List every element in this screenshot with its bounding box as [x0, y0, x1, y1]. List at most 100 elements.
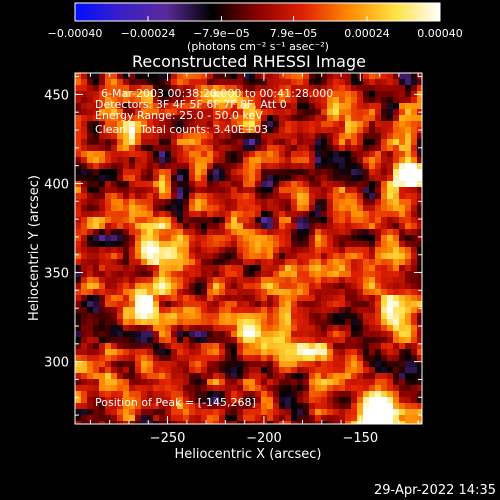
heatmap-cell — [351, 415, 357, 421]
heatmap-cell — [213, 361, 219, 367]
heatmap-cell — [105, 355, 111, 361]
heatmap-cell — [135, 277, 141, 283]
heatmap-cell — [249, 199, 255, 205]
heatmap-cell — [363, 337, 369, 343]
heatmap-cell — [273, 385, 279, 391]
heatmap-cell — [105, 253, 111, 259]
heatmap-cell — [219, 307, 225, 313]
heatmap-cell — [351, 97, 357, 103]
heatmap-cell — [387, 415, 393, 421]
heatmap-cell — [297, 91, 303, 97]
heatmap-cell — [75, 121, 81, 127]
heatmap-cell — [285, 349, 291, 355]
heatmap-cell — [213, 235, 219, 241]
heatmap-cell — [219, 277, 225, 283]
heatmap-cell — [225, 199, 231, 205]
heatmap-cell — [213, 187, 219, 193]
heatmap-cell — [231, 229, 237, 235]
heatmap-cell — [327, 229, 333, 235]
heatmap-cell — [333, 139, 339, 145]
heatmap-cell — [123, 415, 129, 421]
heatmap-cell — [357, 301, 363, 307]
heatmap-cell — [183, 343, 189, 349]
heatmap-cell — [117, 133, 123, 139]
heatmap-cell — [213, 385, 219, 391]
heatmap-cell — [393, 85, 399, 91]
heatmap-cell — [261, 235, 267, 241]
heatmap-cell — [141, 271, 147, 277]
heatmap-cell — [375, 391, 381, 397]
heatmap-cell — [297, 133, 303, 139]
heatmap-cell — [207, 403, 213, 409]
heatmap-cell — [183, 235, 189, 241]
heatmap-cell — [207, 307, 213, 313]
heatmap-cell — [291, 187, 297, 193]
heatmap-cell — [381, 235, 387, 241]
heatmap-cell — [93, 109, 99, 115]
heatmap-cell — [171, 397, 177, 403]
heatmap-cell — [81, 223, 87, 229]
heatmap-cell — [387, 337, 393, 343]
heatmap-cell — [267, 193, 273, 199]
heatmap-cell — [285, 289, 291, 295]
heatmap-cell — [195, 121, 201, 127]
heatmap-cell — [393, 115, 399, 121]
heatmap-cell — [231, 121, 237, 127]
heatmap-cell — [339, 409, 345, 415]
heatmap-cell — [201, 91, 207, 97]
heatmap-cell — [171, 241, 177, 247]
heatmap-cell — [165, 409, 171, 415]
heatmap-cell — [309, 157, 315, 163]
heatmap-cell — [99, 79, 105, 85]
heatmap-cell — [153, 313, 159, 319]
heatmap-cell — [129, 283, 135, 289]
heatmap-cell — [345, 325, 351, 331]
heatmap-cell — [381, 211, 387, 217]
heatmap-cell — [249, 157, 255, 163]
heatmap-cell — [177, 337, 183, 343]
heatmap-cell — [147, 319, 153, 325]
heatmap-cell — [279, 259, 285, 265]
heatmap-cell — [165, 109, 171, 115]
heatmap-cell — [213, 205, 219, 211]
heatmap-cell — [111, 253, 117, 259]
heatmap-cell — [171, 199, 177, 205]
heatmap-cell — [213, 127, 219, 133]
heatmap-cell — [285, 367, 291, 373]
heatmap-cell — [291, 103, 297, 109]
heatmap-cell — [393, 199, 399, 205]
heatmap-cell — [315, 127, 321, 133]
heatmap-cell — [405, 157, 411, 163]
heatmap-cell — [309, 361, 315, 367]
heatmap-cell — [411, 397, 417, 403]
heatmap-cell — [333, 79, 339, 85]
heatmap-cell — [363, 283, 369, 289]
heatmap-cell — [315, 259, 321, 265]
heatmap-cell — [411, 247, 417, 253]
heatmap-cell — [351, 361, 357, 367]
heatmap-cell — [237, 337, 243, 343]
heatmap-cell — [273, 163, 279, 169]
heatmap-cell — [285, 169, 291, 175]
heatmap-cell — [195, 337, 201, 343]
heatmap-cell — [129, 73, 135, 79]
heatmap-cell — [189, 319, 195, 325]
heatmap-cell — [177, 331, 183, 337]
heatmap-cell — [243, 151, 249, 157]
heatmap-cell — [135, 223, 141, 229]
heatmap-cell — [345, 79, 351, 85]
heatmap-cell — [231, 241, 237, 247]
heatmap-cell — [375, 367, 381, 373]
heatmap-cell — [309, 217, 315, 223]
heatmap-cell — [129, 385, 135, 391]
heatmap-cell — [99, 157, 105, 163]
heatmap-cell — [363, 199, 369, 205]
heatmap-cell — [285, 415, 291, 421]
heatmap-cell — [177, 283, 183, 289]
heatmap-cell — [225, 355, 231, 361]
heatmap-cell — [207, 379, 213, 385]
heatmap-cell — [99, 301, 105, 307]
heatmap-cell — [93, 337, 99, 343]
heatmap-cell — [81, 103, 87, 109]
heatmap-cell — [141, 373, 147, 379]
